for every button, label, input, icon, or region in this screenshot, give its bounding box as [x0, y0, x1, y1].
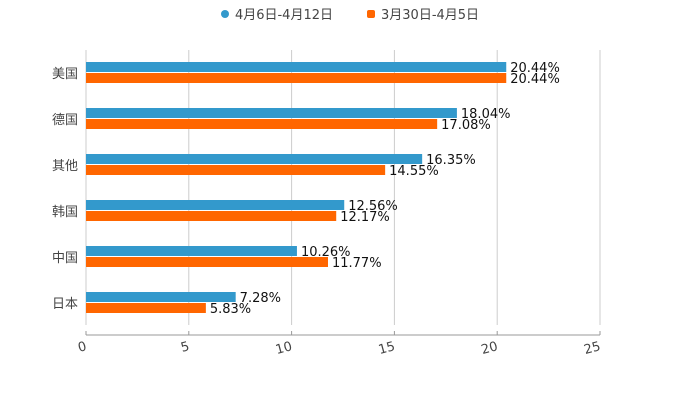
bar-series-1 — [86, 246, 297, 256]
data-label: 12.17% — [340, 210, 390, 225]
x-tick-label: 5 — [179, 339, 191, 356]
category-label: 其他 — [52, 159, 78, 174]
data-label: 7.28% — [240, 291, 281, 306]
bar-series-2 — [86, 303, 206, 313]
category-label: 德国 — [52, 113, 78, 128]
legend-marker-icon — [220, 9, 229, 18]
data-label: 5.83% — [210, 302, 251, 317]
category-label: 中国 — [52, 251, 78, 266]
data-label: 11.77% — [332, 256, 382, 271]
data-label: 12.56% — [348, 199, 398, 214]
bar-series-2 — [86, 257, 328, 267]
bar-series-1 — [86, 108, 457, 118]
bar-series-2 — [86, 165, 386, 175]
legend: 4月6日-4月12日 3月30日-4月5日 — [0, 4, 700, 23]
bar-series-1 — [86, 62, 507, 72]
bar-series-2 — [86, 73, 507, 83]
category-label: 韩国 — [52, 205, 78, 220]
legend-item-series-2[interactable]: 3月30日-4月5日 — [367, 4, 479, 23]
bar-series-2 — [86, 211, 337, 221]
data-label: 20.44% — [510, 72, 560, 87]
data-label: 18.04% — [461, 107, 511, 122]
data-label: 20.44% — [510, 61, 560, 76]
x-tick-label: 15 — [377, 339, 397, 358]
x-tick-label: 25 — [582, 339, 602, 358]
x-tick-label: 20 — [480, 339, 500, 358]
category-label: 日本 — [52, 297, 78, 312]
legend-label: 3月30日-4月5日 — [381, 8, 480, 23]
bar-series-2 — [86, 119, 438, 129]
bar-series-1 — [86, 292, 236, 302]
bar-series-1 — [86, 200, 345, 210]
x-tick-label: 0 — [76, 339, 88, 356]
data-label: 14.55% — [389, 164, 439, 179]
legend-label: 4月6日-4月12日 — [234, 8, 333, 23]
bar-series-1 — [86, 154, 423, 164]
x-tick-label: 10 — [274, 339, 294, 358]
data-label: 17.08% — [441, 118, 491, 133]
category-label: 美国 — [52, 67, 78, 82]
data-label: 16.35% — [426, 153, 476, 168]
data-label: 10.26% — [301, 245, 351, 260]
legend-marker-icon — [367, 9, 375, 18]
legend-item-series-1[interactable]: 4月6日-4月12日 — [220, 4, 333, 23]
